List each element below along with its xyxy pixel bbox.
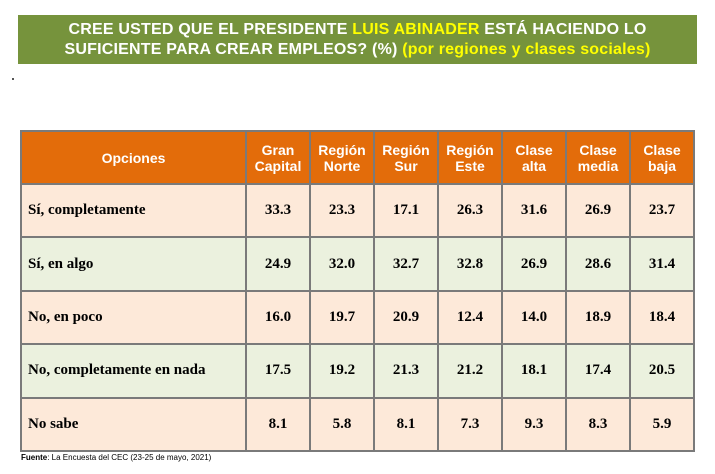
column-header: Región Sur	[373, 130, 439, 185]
table-cell-value: 21.3	[373, 343, 439, 399]
table-cell-value: 21.2	[437, 343, 503, 399]
column-header-line: Clase	[579, 141, 617, 158]
table-cell-value: 8.1	[245, 396, 311, 453]
table-cell-value: 19.7	[309, 289, 375, 346]
column-header-line: media	[577, 157, 619, 174]
column-header: Región Norte	[309, 130, 375, 185]
table-cell-value: 24.9	[245, 236, 311, 292]
table-cell-value: 23.3	[309, 182, 375, 239]
row-label: No, completamente en nada	[20, 343, 247, 399]
table-cell-value: 23.7	[629, 182, 695, 239]
column-header-line: Opciones	[101, 149, 166, 166]
table-cell-value: 8.3	[565, 396, 631, 453]
column-header-line: Norte	[323, 157, 361, 174]
column-header-line: Sur	[394, 157, 418, 174]
table-cell-value: 9.3	[501, 396, 567, 453]
column-header-line: Región	[382, 141, 430, 158]
table-cell-value: 26.9	[501, 236, 567, 292]
title-line-2-part-a: SUFICIENTE PARA CREAR EMPLEOS? (%)	[64, 40, 403, 58]
title-line-1-part-a: CREE USTED QUE EL PRESIDENTE	[68, 20, 353, 38]
title-highlight-subtitle: (por regiones y clases sociales)	[402, 40, 651, 58]
row-label: Sí, completamente	[20, 182, 247, 239]
table-body: Sí, completamente 33.3 23.3 17.1 26.3 31.6 26.…	[20, 182, 695, 453]
table-cell-value: 31.6	[501, 182, 567, 239]
title-line-1-part-b: ESTÁ HACIENDO LO	[479, 20, 647, 38]
table-header-row: Opciones Gran Capital Región Norte Región Sur R…	[20, 130, 695, 185]
table-cell-value: 17.4	[565, 343, 631, 399]
table-cell-value: 18.9	[565, 289, 631, 346]
table-cell-value: 20.9	[373, 289, 439, 346]
column-header-line: baja	[647, 157, 676, 174]
stray-dot	[12, 78, 14, 80]
row-label: No, en poco	[20, 289, 247, 346]
table-cell-value: 32.0	[309, 236, 375, 292]
table-cell-value: 18.1	[501, 343, 567, 399]
row-label: No sabe	[20, 396, 247, 453]
table-row: Sí, en algo 24.9 32.0 32.7 32.8 26.9 28.6 31.4	[20, 236, 695, 292]
column-header-line: Región	[446, 141, 494, 158]
table-cell-value: 19.2	[309, 343, 375, 399]
column-header-line: Clase	[643, 141, 681, 158]
column-header: Clase media	[565, 130, 631, 185]
data-table: Opciones Gran Capital Región Norte Región Sur R…	[20, 130, 695, 453]
table-cell-value: 31.4	[629, 236, 695, 292]
table-row: No, completamente en nada 17.5 19.2 21.3 21.…	[20, 343, 695, 399]
column-header: Clase baja	[629, 130, 695, 185]
title-line-2: SUFICIENTE PARA CREAR EMPLEOS? (%) (por …	[18, 40, 697, 60]
table-cell-value: 26.3	[437, 182, 503, 239]
chart-title-banner: CREE USTED QUE EL PRESIDENTE LUIS ABINAD…	[18, 15, 697, 64]
table-cell-value: 17.5	[245, 343, 311, 399]
table-cell-value: 32.8	[437, 236, 503, 292]
table-row: No, en poco 16.0 19.7 20.9 12.4 14.0 18.9 18.4	[20, 289, 695, 346]
table-row: Sí, completamente 33.3 23.3 17.1 26.3 31.6 26.…	[20, 182, 695, 239]
table-cell-value: 5.8	[309, 396, 375, 453]
column-header: Opciones	[20, 130, 247, 185]
row-label: Sí, en algo	[20, 236, 247, 292]
source-note: Fuente: La Encuesta del CEC (23-25 de ma…	[21, 453, 211, 462]
table-cell-value: 28.6	[565, 236, 631, 292]
table-cell-value: 12.4	[437, 289, 503, 346]
column-header: Región Este	[437, 130, 503, 185]
column-header-line: Capital	[254, 157, 302, 174]
table-cell-value: 17.1	[373, 182, 439, 239]
title-highlight-name: LUIS ABINADER	[352, 20, 480, 38]
table-cell-value: 18.4	[629, 289, 695, 346]
column-header-line: Este	[455, 157, 485, 174]
table-cell-value: 20.5	[629, 343, 695, 399]
table-cell-value: 8.1	[373, 396, 439, 453]
table-cell-value: 16.0	[245, 289, 311, 346]
source-text: : La Encuesta del CEC (23-25 de mayo, 20…	[47, 453, 212, 462]
table-cell-value: 7.3	[437, 396, 503, 453]
column-header: Clase alta	[501, 130, 567, 185]
table-cell-value: 5.9	[629, 396, 695, 453]
column-header-line: Gran	[261, 141, 295, 158]
column-header: Gran Capital	[245, 130, 311, 185]
column-header-line: Región	[318, 141, 366, 158]
table-cell-value: 14.0	[501, 289, 567, 346]
source-label: Fuente	[21, 453, 48, 462]
column-header-line: alta	[521, 157, 547, 174]
table-row: No sabe 8.1 5.8 8.1 7.3 9.3 8.3 5.9	[20, 396, 695, 453]
table-cell-value: 26.9	[565, 182, 631, 239]
table-cell-value: 32.7	[373, 236, 439, 292]
column-header-line: Clase	[515, 141, 553, 158]
title-line-1: CREE USTED QUE EL PRESIDENTE LUIS ABINAD…	[18, 20, 697, 40]
table-cell-value: 33.3	[245, 182, 311, 239]
